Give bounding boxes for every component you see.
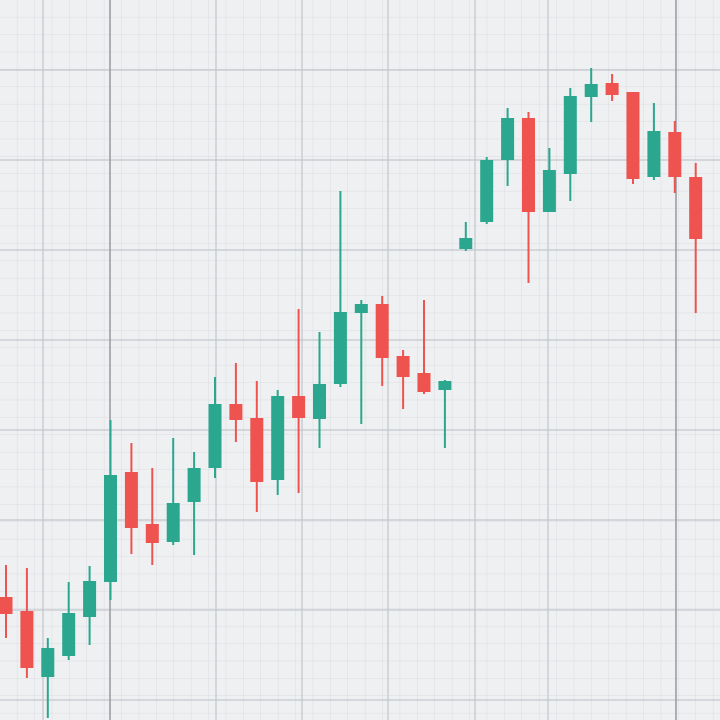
- candle-body: [668, 132, 682, 177]
- candle-body: [522, 118, 535, 212]
- candle-body: [438, 381, 452, 390]
- candle-body: [354, 304, 368, 313]
- candle-body: [208, 404, 222, 468]
- candle-body: [229, 404, 243, 420]
- candle-body: [83, 581, 97, 617]
- candle-body: [62, 613, 76, 656]
- candle-body: [542, 170, 556, 212]
- candle-body: [250, 418, 264, 482]
- candle-body: [375, 304, 389, 358]
- candle-body: [647, 131, 661, 177]
- candle-body: [313, 384, 326, 419]
- candle-body: [563, 96, 577, 174]
- candle-body: [20, 611, 34, 668]
- candle-body: [166, 503, 180, 542]
- candle-body: [187, 468, 201, 502]
- candle-body: [271, 396, 285, 480]
- candle-body: [104, 475, 117, 582]
- candle-body: [480, 160, 494, 222]
- candle-body: [459, 238, 473, 249]
- candle-body: [124, 472, 138, 528]
- candle-body: [689, 177, 703, 239]
- candle-body: [292, 396, 306, 418]
- candle-body: [584, 84, 598, 97]
- candle-body: [605, 83, 619, 95]
- candle-body: [0, 597, 13, 614]
- candle-body: [145, 524, 159, 543]
- candle-body: [41, 648, 55, 677]
- candle-body: [396, 356, 410, 377]
- candle-body: [501, 118, 515, 160]
- candle-body: [333, 312, 347, 384]
- candle-body: [626, 92, 640, 179]
- candle-body: [417, 373, 431, 392]
